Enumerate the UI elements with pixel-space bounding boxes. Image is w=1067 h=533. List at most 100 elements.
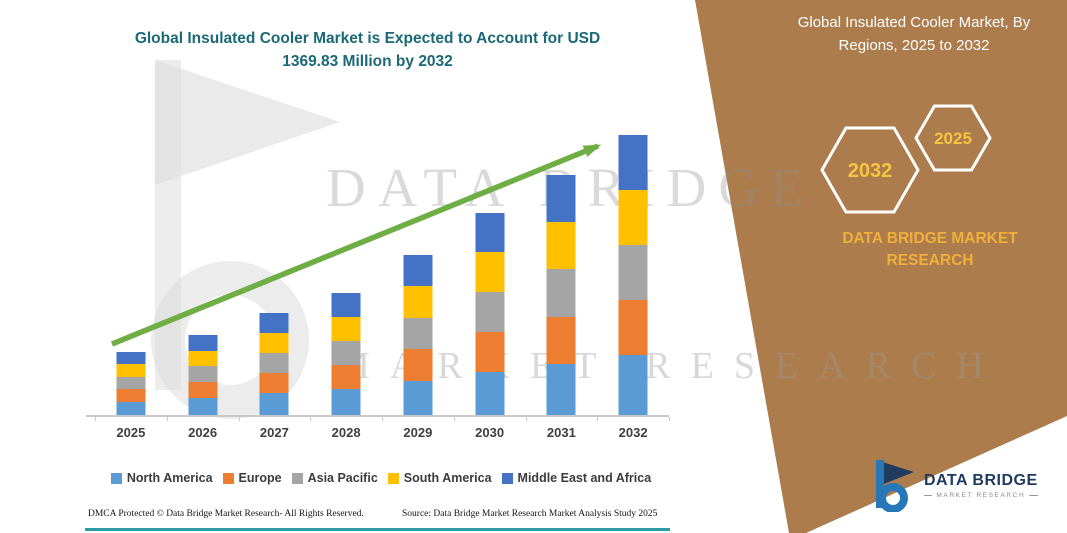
footer-source-text: Source: Data Bridge Market Research Mark… <box>402 509 658 519</box>
bar-segment-asia-pacific <box>475 292 505 333</box>
legend-item-asia-pacific: Asia Pacific <box>291 471 378 485</box>
bar-segment-south-america <box>116 364 146 377</box>
bar-segment-north-america <box>259 393 289 415</box>
bar-segment-europe <box>475 332 505 372</box>
x-axis-label-2030: 2030 <box>475 425 505 440</box>
tagline-rule-right <box>1029 494 1038 496</box>
logo-tagline-text: MARKET RESEARCH <box>936 491 1026 499</box>
footer-dmca-text: DMCA Protected © Data Bridge Market Rese… <box>88 509 364 519</box>
bar-segment-europe <box>618 299 648 355</box>
legend-label: South America <box>403 471 492 485</box>
legend-item-south-america: South America <box>387 471 492 485</box>
bar-segment-europe <box>546 316 576 364</box>
panel-polygon <box>695 0 1067 533</box>
x-axis-label-2026: 2026 <box>188 425 218 440</box>
bar-segment-north-america <box>403 380 433 415</box>
x-axis-tick <box>166 417 168 421</box>
year-hexagons: 2032 2025 <box>820 104 992 214</box>
bar-segment-asia-pacific <box>403 317 433 350</box>
legend-swatch <box>110 472 122 484</box>
legend-swatch <box>222 472 234 484</box>
bar-column-2026: 2026 <box>167 135 239 440</box>
bar-stack-2025 <box>116 351 146 415</box>
tagline-rule-left <box>924 494 933 496</box>
legend-label: North America <box>126 471 213 485</box>
bar-segment-europe <box>188 382 218 398</box>
bar-segment-north-america <box>188 397 218 415</box>
bar-segment-europe <box>259 373 289 394</box>
hexagon-2032-label: 2032 <box>848 160 893 182</box>
bar-segment-asia-pacific <box>259 352 289 374</box>
x-axis-tick <box>525 417 527 421</box>
data-bridge-logo-icon <box>876 460 914 512</box>
bottom-accent-line <box>85 528 670 531</box>
bar-segment-south-america <box>546 222 576 270</box>
x-axis-tick <box>238 417 240 421</box>
legend-item-europe: Europe <box>222 471 282 485</box>
bar-segment-middle-east-and-africa <box>188 335 218 351</box>
bar-segment-south-america <box>403 286 433 318</box>
bar-segment-asia-pacific <box>618 244 648 300</box>
x-axis-label-2028: 2028 <box>331 425 361 440</box>
x-axis-tick <box>382 417 383 421</box>
bar-segment-south-america <box>331 316 361 341</box>
bar-stack-2028 <box>331 293 361 415</box>
bar-column-2030: 2030 <box>454 135 526 440</box>
bar-segment-middle-east-and-africa <box>116 351 146 365</box>
x-axis-tick <box>95 417 96 421</box>
bar-chart-plot: 2025 2026 2027 2028 2029 2030 2031 2032 <box>95 134 669 440</box>
bar-column-2025: 2025 <box>95 135 167 440</box>
x-axis-tick <box>597 417 599 421</box>
bar-stack-2032 <box>618 134 648 415</box>
bar-segment-middle-east-and-africa <box>403 254 433 287</box>
legend-label: Asia Pacific <box>307 471 378 485</box>
bar-segment-south-america <box>188 350 218 367</box>
bar-segment-middle-east-and-africa <box>546 175 576 223</box>
panel-heading: Global Insulated Cooler Market, By Regio… <box>797 14 1031 54</box>
x-axis-line <box>86 415 669 417</box>
bar-column-2027: 2027 <box>239 135 311 440</box>
bar-segment-asia-pacific <box>116 376 146 390</box>
bar-column-2031: 2031 <box>526 135 598 440</box>
hexagon-2025-label: 2025 <box>934 129 972 148</box>
x-axis-label-2029: 2029 <box>403 425 433 440</box>
bar-segment-europe <box>116 389 146 402</box>
bar-segment-asia-pacific <box>188 366 218 383</box>
bar-segment-north-america <box>618 354 648 415</box>
x-axis-label-2031: 2031 <box>546 425 576 440</box>
bar-segment-middle-east-and-africa <box>475 212 505 253</box>
x-axis-label-2025: 2025 <box>116 425 146 440</box>
legend-label: Middle East and Africa <box>517 471 652 485</box>
bar-segment-asia-pacific <box>546 269 576 317</box>
logo-text-block: DATA BRIDGE MARKET RESEARCH <box>924 472 1038 499</box>
legend-item-middle-east-and-africa: Middle East and Africa <box>501 471 652 485</box>
bar-stack-2030 <box>475 212 505 415</box>
panel-brand-text: DATA BRIDGE MARKET RESEARCH <box>842 230 1018 269</box>
bar-segment-north-america <box>475 371 505 415</box>
bar-segment-south-america <box>259 332 289 353</box>
bar-segment-europe <box>403 349 433 381</box>
bar-stack-2026 <box>188 335 218 415</box>
bar-column-2028: 2028 <box>310 135 382 440</box>
hexagon-2032 <box>820 126 920 214</box>
x-axis-tick <box>453 417 455 421</box>
bar-column-2032: 2032 <box>597 134 669 440</box>
logo-pole-shape <box>876 460 884 508</box>
legend-swatch <box>291 472 303 484</box>
bar-stack-2027 <box>259 313 289 415</box>
logo-name: DATA BRIDGE <box>924 471 1038 489</box>
bar-segment-south-america <box>618 189 648 245</box>
bar-segment-south-america <box>475 252 505 293</box>
logo-tagline: MARKET RESEARCH <box>924 492 1038 499</box>
watermark-line2: MARKET RESEARCH <box>336 345 1004 387</box>
bar-segment-europe <box>331 364 361 389</box>
chart-title: Global Insulated Cooler Market is Expect… <box>134 30 601 71</box>
bar-segment-middle-east-and-africa <box>618 134 648 190</box>
bar-segment-north-america <box>116 401 146 415</box>
x-axis-tick <box>669 417 670 421</box>
bar-segment-north-america <box>546 363 576 415</box>
legend-swatch <box>387 472 399 484</box>
bar-segment-middle-east-and-africa <box>259 313 289 333</box>
bar-segment-north-america <box>331 388 361 415</box>
